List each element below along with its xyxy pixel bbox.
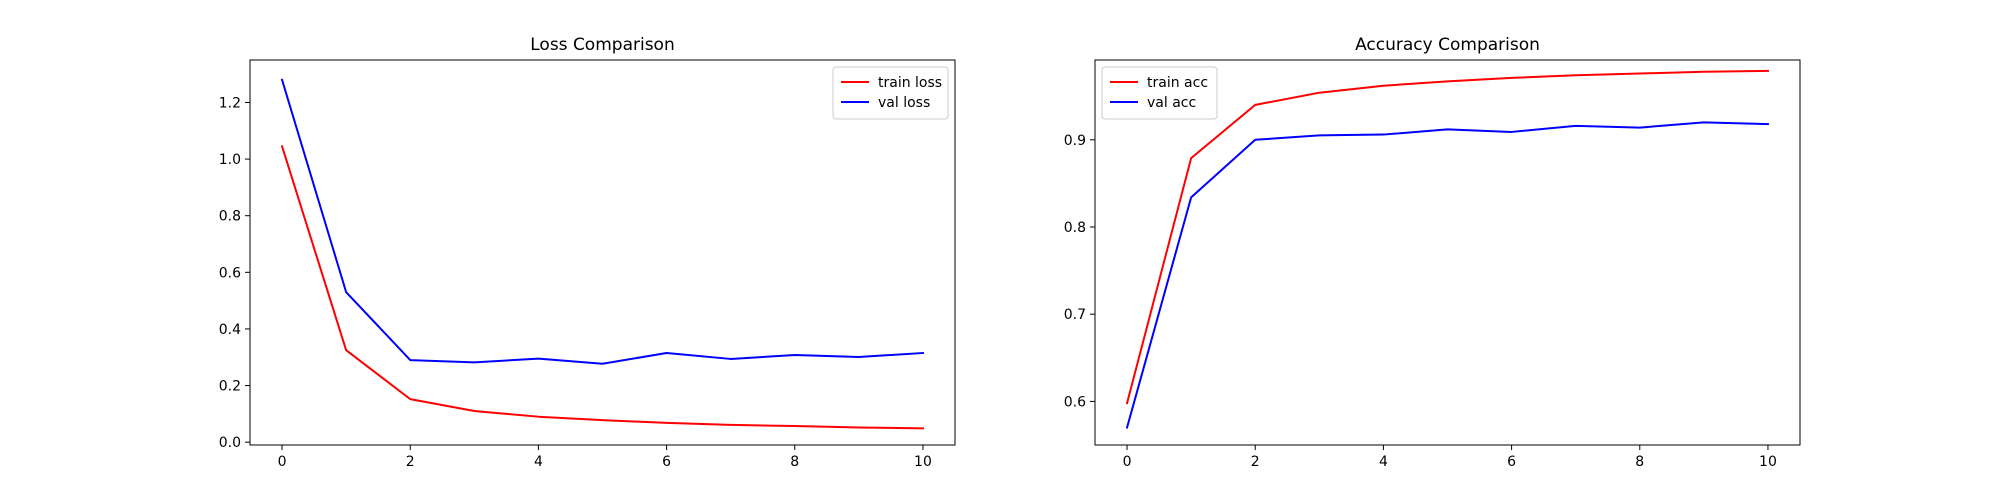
y-tick-label: 0.4: [219, 322, 241, 338]
y-tick-label: 1.2: [219, 95, 241, 111]
series-line-train-loss: [280, 145, 924, 430]
x-tick-label: 6: [1507, 454, 1516, 470]
legend-box: [1101, 66, 1218, 120]
legend-box: [832, 66, 949, 120]
x-tick-label: 2: [1251, 454, 1260, 470]
x-tick-label: 6: [662, 454, 671, 470]
chart-title: Accuracy Comparison: [1355, 35, 1540, 55]
y-tick-label: 1.0: [219, 152, 241, 168]
y-tick-label: 0.9: [1064, 133, 1086, 149]
x-tick-label: 0: [1123, 454, 1132, 470]
x-tick-label: 10: [914, 454, 932, 470]
series-line-train-acc: [1125, 69, 1769, 405]
series-line-val-loss: [280, 78, 925, 365]
accuracy-comparison-chart: Accuracy Comparison 0 2 4 6 8 10 0.6 0.7 0.8 0.9 tr…: [1064, 35, 1801, 470]
y-tick-label: 0.8: [1064, 220, 1086, 236]
chart-title: Loss Comparison: [530, 35, 674, 55]
x-tick-label: 4: [1379, 454, 1388, 470]
x-tick-label: 8: [790, 454, 799, 470]
y-tick-label: 0.0: [219, 435, 241, 451]
y-tick-label: 0.6: [219, 265, 241, 281]
legend-label-train-loss: train loss: [878, 75, 942, 91]
series-line-val-acc: [1125, 121, 1769, 429]
legend-label-train-acc: train acc: [1147, 75, 1208, 91]
axes-frame: [249, 59, 956, 446]
legend-label-val-acc: val acc: [1147, 95, 1196, 111]
legend: train loss val loss: [832, 66, 949, 120]
x-tick-label: 0: [278, 454, 287, 470]
y-tick-label: 0.2: [219, 379, 241, 395]
axes-frame: [1094, 59, 1801, 446]
legend: train acc val acc: [1101, 66, 1218, 120]
x-tick-label: 8: [1635, 454, 1644, 470]
loss-comparison-chart: Loss Comparison 0 2 4 6 8 10 0.0 0.2 0.4 0.6 0.8 1.0…: [219, 35, 956, 470]
y-tick-label: 0.6: [1064, 394, 1086, 410]
y-tick-label: 0.7: [1064, 307, 1086, 323]
x-tick-label: 4: [534, 454, 543, 470]
legend-label-val-loss: val loss: [878, 95, 930, 111]
y-tick-label: 0.8: [219, 209, 241, 225]
x-tick-label: 2: [406, 454, 415, 470]
x-tick-label: 10: [1759, 454, 1777, 470]
